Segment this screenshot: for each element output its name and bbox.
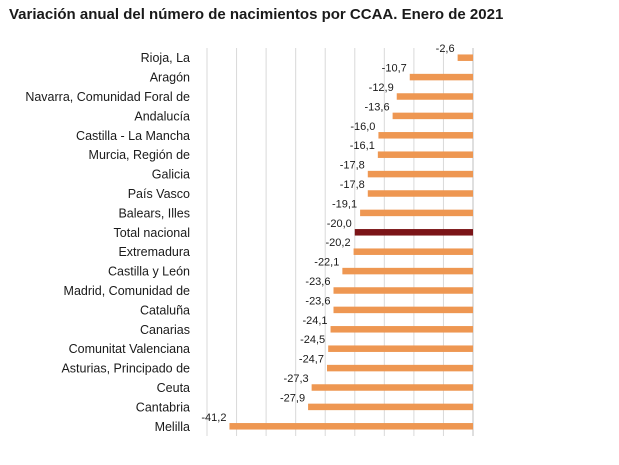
bar xyxy=(396,93,473,100)
bar-value-label: -17,8 xyxy=(340,160,365,172)
bar xyxy=(333,287,473,294)
bar-value-label: -24,1 xyxy=(302,315,327,327)
bar xyxy=(367,190,473,197)
bar xyxy=(311,384,473,391)
bar xyxy=(229,423,473,430)
category-label: Melilla xyxy=(155,420,190,434)
bar-total-nacional xyxy=(354,229,473,236)
category-label: Ceuta xyxy=(157,381,190,395)
chart-title: Variación anual del número de nacimiento… xyxy=(9,6,504,23)
bar xyxy=(378,132,473,139)
bar-value-label: -20,0 xyxy=(327,218,352,230)
bar xyxy=(457,54,473,61)
category-label: Rioja, La xyxy=(141,51,190,65)
bar xyxy=(392,112,473,120)
bar xyxy=(333,306,473,314)
bar-value-label: -41,2 xyxy=(201,412,226,424)
bar-value-label: -24,5 xyxy=(300,334,325,346)
bar-value-label: -16,1 xyxy=(350,140,375,152)
bar xyxy=(342,267,473,275)
category-label: Murcia, Región de xyxy=(89,148,190,162)
category-label: Cataluña xyxy=(140,303,190,317)
bar-value-label: -12,9 xyxy=(369,82,394,94)
bar-value-label: -23,6 xyxy=(305,295,330,307)
bar xyxy=(328,345,473,352)
bar-value-label: -22,1 xyxy=(314,257,339,269)
category-label: Extremadura xyxy=(118,245,190,259)
bar-value-label: -27,9 xyxy=(280,392,305,404)
category-label: Aragón xyxy=(150,71,190,85)
category-label: Castilla - La Mancha xyxy=(76,129,190,143)
bar xyxy=(360,209,473,217)
bar xyxy=(409,73,473,81)
bar xyxy=(353,248,473,255)
category-label: Madrid, Comunidad de xyxy=(64,284,191,298)
bar-value-label: -17,8 xyxy=(340,179,365,191)
category-labels: Rioja, La Aragón Navarra, Comunidad Foral … xyxy=(25,51,190,434)
bar xyxy=(326,364,473,372)
category-label: Asturias, Principado de xyxy=(61,362,190,376)
bar-value-label: -2,6 xyxy=(436,43,455,55)
value-labels: -2,6 -10,7 -12,9 -13,6 -16,0 -16,1 -17,8 -17,8 -… xyxy=(201,43,454,424)
bar xyxy=(367,170,473,178)
category-label: Cantabria xyxy=(136,400,190,414)
bar-value-label: -16,0 xyxy=(350,121,375,133)
bar-value-label: -27,3 xyxy=(284,373,309,385)
category-label: Comunitat Valenciana xyxy=(69,342,190,356)
bar xyxy=(308,403,473,411)
bar xyxy=(330,326,473,333)
category-label: Andalucía xyxy=(134,109,190,123)
category-label: Total nacional xyxy=(114,226,190,240)
bar-value-label: -19,1 xyxy=(332,198,357,210)
bar-value-label: -10,7 xyxy=(382,63,407,75)
bar-value-label: -13,6 xyxy=(365,101,390,113)
bar-value-label: -23,6 xyxy=(305,276,330,288)
category-label: País Vasco xyxy=(128,187,190,201)
bar-value-label: -24,7 xyxy=(299,354,324,366)
bar-value-label: -20,2 xyxy=(326,237,351,249)
bar xyxy=(377,151,473,158)
category-label: Galicia xyxy=(152,168,190,182)
category-label: Canarias xyxy=(140,323,190,337)
category-label: Castilla y León xyxy=(108,265,190,279)
category-label: Balears, Illes xyxy=(118,206,190,220)
category-label: Navarra, Comunidad Foral de xyxy=(25,90,190,104)
bars xyxy=(229,54,473,430)
